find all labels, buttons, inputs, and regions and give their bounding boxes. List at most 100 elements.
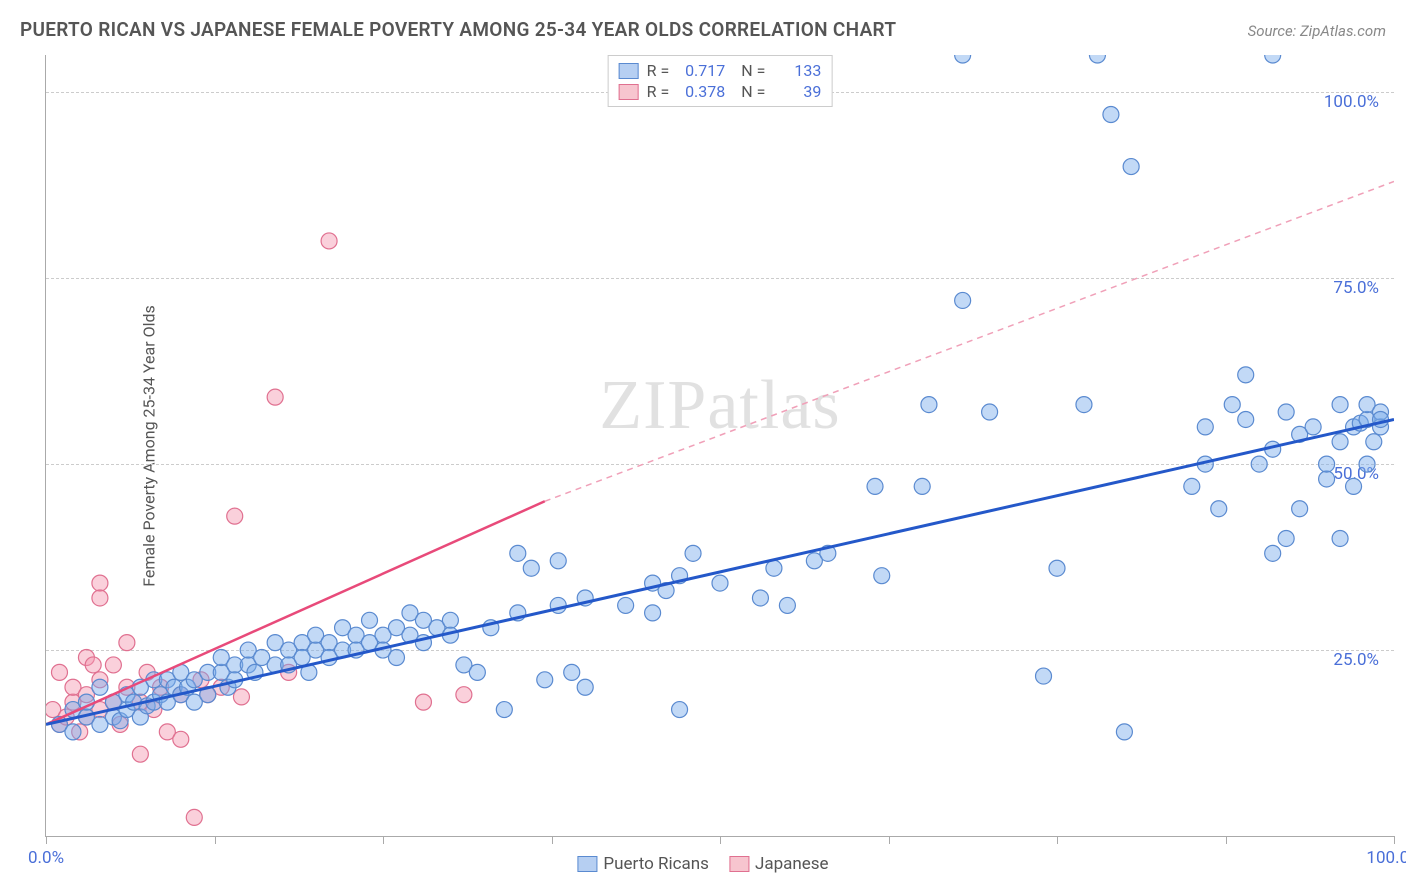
- swatch-pink-icon: [619, 84, 639, 100]
- legend-item-puerto-ricans: Puerto Ricans: [577, 854, 709, 874]
- data-point-puerto-rican: [1116, 724, 1132, 740]
- data-point-puerto-rican: [1251, 456, 1267, 472]
- plot-area: ZIPatlas R = 0.717 N = 133 R = 0.378 N =…: [45, 55, 1394, 837]
- data-point-puerto-rican: [672, 702, 688, 718]
- data-point-puerto-rican: [388, 649, 404, 665]
- data-point-puerto-rican: [867, 478, 883, 494]
- legend-label: Puerto Ricans: [603, 854, 709, 874]
- data-point-puerto-rican: [1184, 478, 1200, 494]
- x-tick: [1226, 836, 1227, 844]
- swatch-pink-icon: [729, 856, 749, 872]
- data-point-puerto-rican: [1197, 419, 1213, 435]
- data-point-puerto-rican: [1265, 545, 1281, 561]
- data-point-puerto-rican: [362, 612, 378, 628]
- data-point-puerto-rican: [1319, 471, 1335, 487]
- data-point-japanese: [186, 809, 202, 825]
- x-tick-label: 0.0%: [28, 848, 64, 868]
- data-point-puerto-rican: [496, 702, 512, 718]
- swatch-blue-icon: [619, 63, 639, 79]
- data-point-japanese: [92, 590, 108, 606]
- data-point-puerto-rican: [921, 397, 937, 413]
- r-value-pr: 0.717: [677, 61, 725, 80]
- data-point-puerto-rican: [1332, 397, 1348, 413]
- data-point-puerto-rican: [537, 672, 553, 688]
- n-label: N =: [733, 61, 765, 80]
- scatter-svg: [46, 55, 1394, 836]
- data-point-japanese: [415, 694, 431, 710]
- n-value-jp: 39: [773, 82, 821, 101]
- data-point-puerto-rican: [645, 605, 661, 621]
- data-point-puerto-rican: [1319, 456, 1335, 472]
- data-point-puerto-rican: [469, 664, 485, 680]
- data-point-puerto-rican: [1265, 55, 1281, 63]
- data-point-puerto-rican: [1332, 434, 1348, 450]
- data-point-puerto-rican: [510, 545, 526, 561]
- legend-label: Japanese: [755, 854, 829, 874]
- data-point-puerto-rican: [766, 560, 782, 576]
- data-point-puerto-rican: [1224, 397, 1240, 413]
- data-point-puerto-rican: [577, 679, 593, 695]
- data-point-puerto-rican: [1211, 501, 1227, 517]
- data-point-puerto-rican: [1036, 668, 1052, 684]
- x-tick: [383, 836, 384, 844]
- x-tick: [1394, 836, 1395, 844]
- x-tick: [46, 836, 47, 844]
- n-label: N =: [733, 82, 765, 101]
- x-tick: [552, 836, 553, 844]
- data-point-puerto-rican: [1359, 456, 1375, 472]
- data-point-puerto-rican: [1123, 159, 1139, 175]
- r-label: R =: [647, 82, 670, 101]
- source-attribution: Source: ZipAtlas.com: [1248, 22, 1386, 40]
- data-point-puerto-rican: [1278, 404, 1294, 420]
- data-point-japanese: [233, 689, 249, 705]
- data-point-puerto-rican: [618, 597, 634, 613]
- data-point-japanese: [267, 389, 283, 405]
- data-point-puerto-rican: [712, 575, 728, 591]
- data-point-puerto-rican: [874, 568, 890, 584]
- data-point-puerto-rican: [1332, 530, 1348, 546]
- data-point-puerto-rican: [1103, 107, 1119, 123]
- data-point-puerto-rican: [914, 478, 930, 494]
- data-point-japanese: [227, 508, 243, 524]
- data-point-japanese: [105, 657, 121, 673]
- data-point-puerto-rican: [1076, 397, 1092, 413]
- data-point-japanese: [321, 233, 337, 249]
- legend-item-japanese: Japanese: [729, 854, 829, 874]
- correlation-legend: R = 0.717 N = 133 R = 0.378 N = 39: [608, 55, 833, 107]
- data-point-puerto-rican: [1238, 367, 1254, 383]
- x-tick: [889, 836, 890, 844]
- data-point-puerto-rican: [955, 55, 971, 63]
- data-point-japanese: [119, 635, 135, 651]
- data-point-puerto-rican: [65, 724, 81, 740]
- r-label: R =: [647, 61, 670, 80]
- data-point-puerto-rican: [1366, 434, 1382, 450]
- x-tick-label: 100.0%: [1366, 848, 1406, 868]
- data-point-puerto-rican: [685, 545, 701, 561]
- data-point-puerto-rican: [1305, 419, 1321, 435]
- data-point-japanese: [132, 746, 148, 762]
- data-point-puerto-rican: [1238, 411, 1254, 427]
- data-point-puerto-rican: [564, 664, 580, 680]
- data-point-japanese: [173, 731, 189, 747]
- data-point-puerto-rican: [1292, 501, 1308, 517]
- n-value-pr: 133: [773, 61, 821, 80]
- data-point-puerto-rican: [1278, 530, 1294, 546]
- x-tick: [1057, 836, 1058, 844]
- data-point-puerto-rican: [752, 590, 768, 606]
- data-point-puerto-rican: [1049, 560, 1065, 576]
- legend-row-puerto-ricans: R = 0.717 N = 133: [619, 60, 822, 81]
- chart-title: PUERTO RICAN VS JAPANESE FEMALE POVERTY …: [20, 18, 896, 41]
- data-point-puerto-rican: [1089, 55, 1105, 63]
- data-point-puerto-rican: [523, 560, 539, 576]
- data-point-japanese: [456, 687, 472, 703]
- x-tick: [215, 836, 216, 844]
- data-point-puerto-rican: [779, 597, 795, 613]
- swatch-blue-icon: [577, 856, 597, 872]
- legend-row-japanese: R = 0.378 N = 39: [619, 81, 822, 102]
- data-point-puerto-rican: [1346, 478, 1362, 494]
- data-point-puerto-rican: [550, 553, 566, 569]
- data-point-puerto-rican: [92, 679, 108, 695]
- series-legend: Puerto Ricans Japanese: [577, 854, 828, 874]
- data-point-puerto-rican: [442, 612, 458, 628]
- data-point-japanese: [51, 664, 67, 680]
